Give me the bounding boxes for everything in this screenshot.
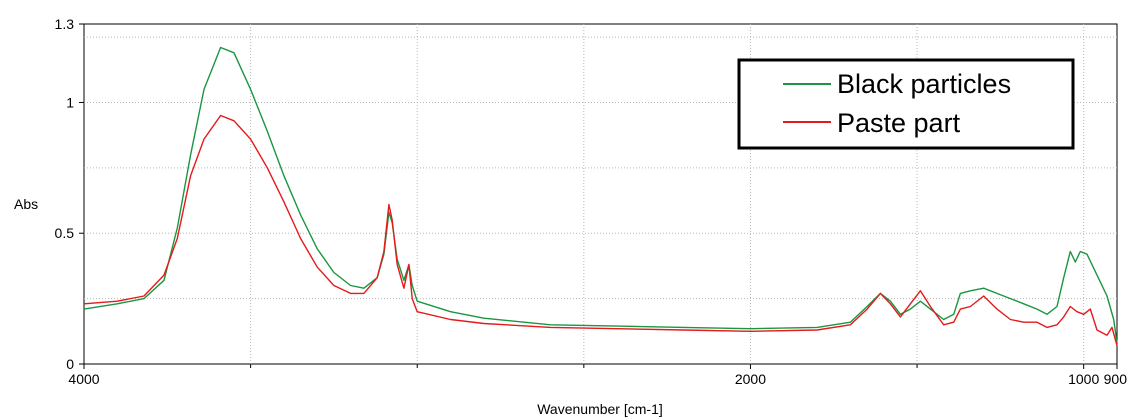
gridlines (84, 24, 1117, 364)
x-tick-label: 1000 (1068, 371, 1099, 387)
series-line-paste-part (83, 114, 1118, 346)
y-tick-label: 0.5 (55, 225, 75, 241)
legend: Black particles Paste part (737, 58, 1075, 150)
legend-label-paste-part: Paste part (837, 108, 961, 138)
legend-label-black-particles: Black particles (837, 69, 1011, 99)
series-layer (83, 46, 1118, 346)
y-tick-label: 1.3 (55, 16, 75, 32)
x-tick-label: 900 (1104, 371, 1128, 387)
x-tick-label: 2000 (735, 371, 766, 387)
x-axis-label: Wavenumber [cm-1] (537, 401, 663, 417)
series-line-black-particles (83, 46, 1118, 344)
x-axis: 4000 2000 1000 900 (68, 364, 1127, 387)
y-tick-label: 1 (66, 94, 74, 110)
legend-box (737, 58, 1075, 150)
y-axis: 0 0.5 1 1.3 (55, 16, 84, 372)
x-tick-label: 4000 (68, 371, 99, 387)
y-tick-label: 0 (66, 356, 74, 372)
y-axis-label: Abs (14, 196, 38, 212)
